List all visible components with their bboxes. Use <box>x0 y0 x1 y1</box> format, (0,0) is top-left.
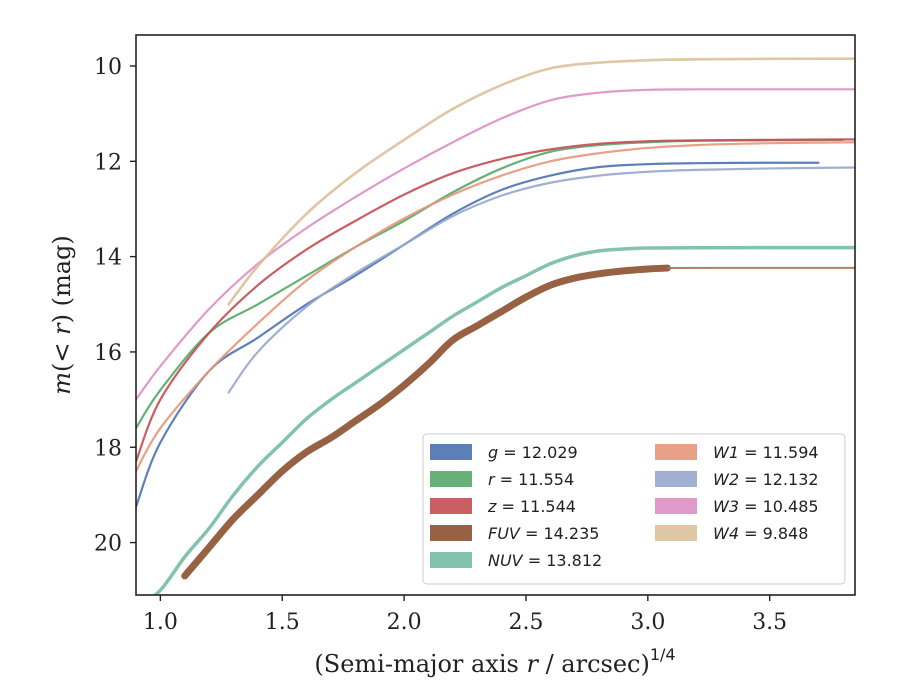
legend-swatch <box>655 525 697 541</box>
legend-swatch <box>430 525 472 541</box>
legend-label: FUV = 14.235 <box>488 524 599 543</box>
legend-label: NUV = 13.812 <box>488 551 602 570</box>
legend-label: W1 = 11.594 <box>713 443 819 462</box>
legend-value: 11.554 <box>518 470 574 489</box>
legend-swatch <box>655 444 697 460</box>
legend-swatch <box>655 498 697 514</box>
legend-eq: = <box>739 443 763 462</box>
legend-value: 11.544 <box>520 497 576 516</box>
legend-var: r <box>488 470 496 489</box>
legend-item-r: r = 11.554 <box>430 470 574 489</box>
series-line-w4 <box>227 57 855 306</box>
x-tick-label: 1.0 <box>143 610 178 635</box>
legend-var: FUV <box>488 524 521 543</box>
legend-value: 10.485 <box>763 497 819 516</box>
y-tick-label: 10 <box>94 55 122 80</box>
legend-eq: = <box>739 497 763 516</box>
x-tick-label: 2.0 <box>387 610 422 635</box>
x-tick-label: 3.0 <box>630 610 665 635</box>
y-tick-label: 14 <box>94 246 122 271</box>
series-layer <box>136 57 855 595</box>
y-axis-label: m(< r) (mag) <box>48 235 76 395</box>
legend-label: r = 11.554 <box>488 470 574 489</box>
legend-label: z = 11.544 <box>487 497 576 516</box>
legend-var: z <box>487 497 497 516</box>
legend-eq: = <box>739 524 763 543</box>
legend-item-w1: W1 = 11.594 <box>655 443 819 462</box>
y-tick-label: 16 <box>94 341 122 366</box>
legend-swatch <box>430 471 472 487</box>
legend-item-nuv: NUV = 13.812 <box>430 551 602 570</box>
legend-var: W1 <box>713 443 739 462</box>
legend-item-w4: W4 = 9.848 <box>655 524 808 543</box>
legend-eq: = <box>498 443 522 462</box>
legend-value: 12.132 <box>763 470 819 489</box>
legend-value: 11.594 <box>763 443 819 462</box>
legend-var: W3 <box>713 497 739 516</box>
y-tick-label: 18 <box>94 436 122 461</box>
legend-var: NUV <box>488 551 524 570</box>
series-line-nuv <box>152 245 855 595</box>
series-line-w1 <box>136 141 855 473</box>
series-line-w3 <box>136 88 855 401</box>
plot-frame <box>135 34 856 596</box>
legend-value: 14.235 <box>543 524 599 543</box>
series-line-w2 <box>227 166 855 394</box>
series-line-z <box>136 138 855 463</box>
legend-item-w3: W3 = 10.485 <box>655 497 819 516</box>
legend-eq: = <box>523 551 547 570</box>
y-tick-label: 12 <box>94 150 122 175</box>
legend-value: 9.848 <box>763 524 809 543</box>
legend-eq: = <box>520 524 544 543</box>
legend-swatch <box>655 471 697 487</box>
series-line-fuv <box>181 264 671 580</box>
legend-label: W4 = 9.848 <box>713 524 808 543</box>
legend-item-w2: W2 = 12.132 <box>655 470 819 489</box>
legend-label: W2 = 12.132 <box>713 470 819 489</box>
legend-eq: = <box>495 470 519 489</box>
x-tick-label: 3.5 <box>752 610 787 635</box>
legend-label: W3 = 10.485 <box>713 497 819 516</box>
legend-swatch <box>430 444 472 460</box>
legend-value: 13.812 <box>546 551 602 570</box>
y-tick-label: 20 <box>94 532 122 557</box>
axis-ticks: 1.0 1.5 2.0 2.5 3.0 3.5 10 12 14 16 18 20 <box>94 55 787 635</box>
legend-value: 12.029 <box>522 443 578 462</box>
x-axis-label: (Semi-major axis r / arcsec)1/4 <box>314 645 675 678</box>
legend-label: g = 12.029 <box>488 443 578 462</box>
legend-box <box>422 433 846 585</box>
x-tick-label: 1.5 <box>265 610 300 635</box>
legend-var: W4 <box>713 524 739 543</box>
legend-var: W2 <box>713 470 739 489</box>
legend-item-g: g = 12.029 <box>430 443 578 462</box>
legend-item-fuv: FUV = 14.235 <box>430 524 599 543</box>
legend-swatch <box>430 498 472 514</box>
legend-eq: = <box>739 470 763 489</box>
legend: g = 12.029 r = 11.554 z = 11.544 FUV = 14.2… <box>422 433 846 585</box>
legend-swatch <box>430 552 472 568</box>
x-tick-label: 2.5 <box>508 610 543 635</box>
legend-item-z: z = 11.544 <box>430 497 576 516</box>
legend-eq: = <box>496 497 520 516</box>
legend-var: g <box>488 443 498 462</box>
